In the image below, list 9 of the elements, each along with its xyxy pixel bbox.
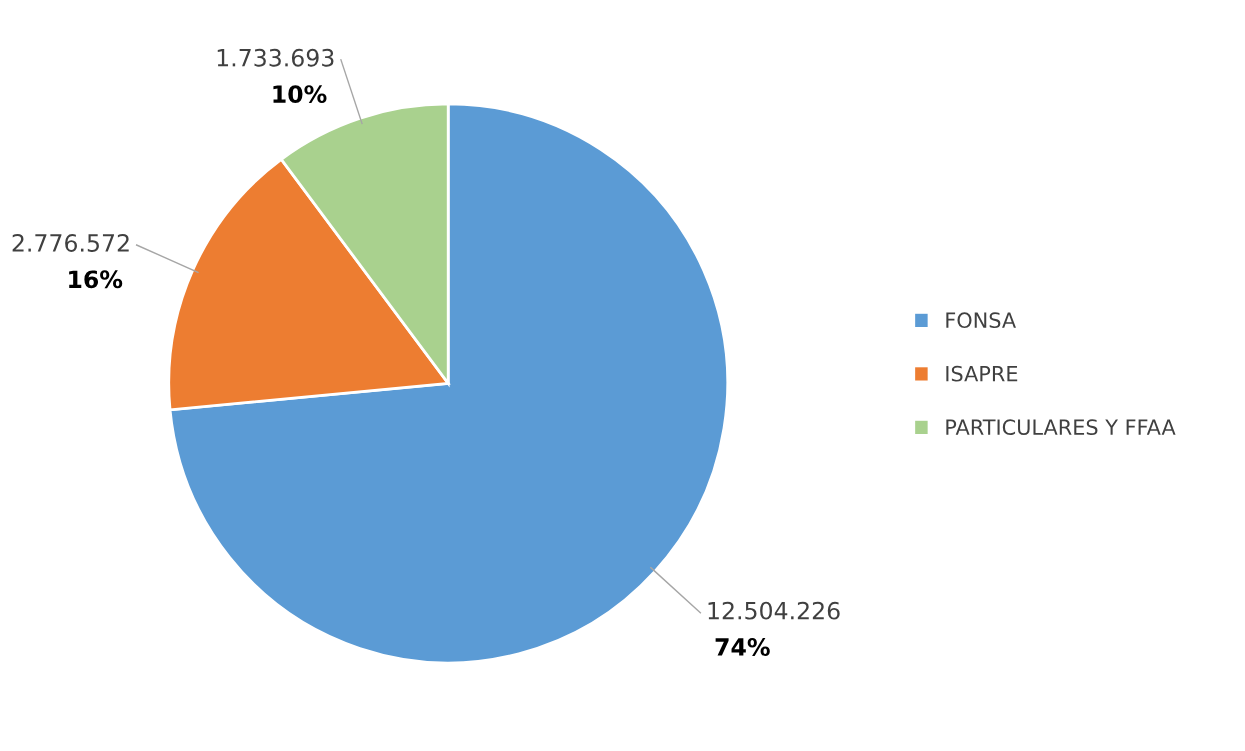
text: 10% <box>273 85 327 103</box>
text: 74% <box>715 638 770 656</box>
data-label: 12.504.226 <box>708 601 840 620</box>
text: 16% <box>69 270 123 289</box>
legend-label: PARTICULARES Y FFAA <box>946 419 1176 436</box>
data-label: 1.733.693 <box>217 48 334 67</box>
data-label: 2.776.572 <box>12 234 129 252</box>
legend-label: ISAPRE <box>946 365 1018 382</box>
legend-label: FONSA <box>946 312 1016 329</box>
